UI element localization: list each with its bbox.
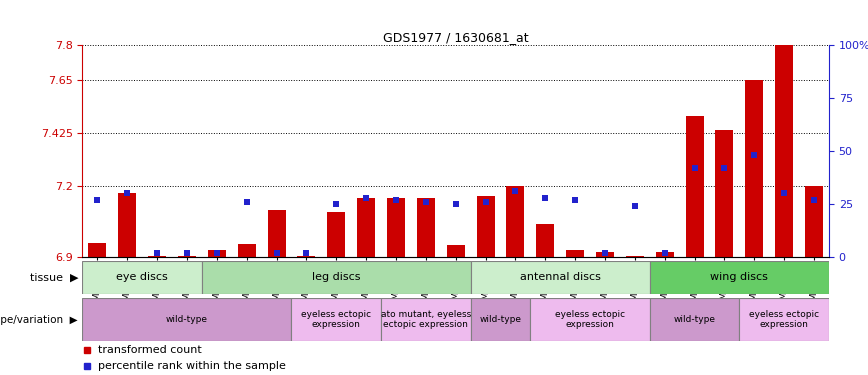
Bar (447, 245, 464, 257)
Bar (470, 261, 650, 294)
Text: ato mutant, eyeless
ectopic expression: ato mutant, eyeless ectopic expression (381, 310, 471, 329)
Text: wild-type: wild-type (479, 315, 522, 324)
Bar (298, 256, 315, 257)
Bar (82, 298, 292, 341)
Bar (655, 252, 674, 257)
Bar (178, 256, 196, 257)
Bar (650, 261, 829, 294)
Text: antennal discs: antennal discs (520, 273, 601, 282)
Bar (357, 198, 375, 257)
Bar (89, 243, 107, 257)
Bar (82, 261, 202, 294)
Text: wing discs: wing discs (710, 273, 768, 282)
Bar (566, 250, 584, 257)
Bar (650, 298, 740, 341)
Text: tissue  ▶: tissue ▶ (30, 273, 78, 282)
Bar (381, 298, 470, 341)
Bar (536, 224, 555, 257)
Text: percentile rank within the sample: percentile rank within the sample (97, 361, 286, 370)
Bar (715, 130, 733, 257)
Bar (238, 244, 256, 257)
Bar (746, 80, 763, 257)
Bar (417, 198, 435, 257)
Bar (530, 298, 650, 341)
Bar (506, 186, 524, 257)
Bar (118, 194, 136, 257)
Bar (267, 210, 286, 257)
Text: leg discs: leg discs (312, 273, 360, 282)
Bar (596, 252, 614, 257)
Bar (686, 116, 704, 257)
Bar (292, 298, 381, 341)
Text: eye discs: eye discs (116, 273, 168, 282)
Bar (148, 256, 166, 257)
Bar (740, 298, 829, 341)
Text: eyeless ectopic
expression: eyeless ectopic expression (555, 310, 625, 329)
Bar (387, 198, 405, 257)
Bar (775, 45, 793, 257)
Bar (470, 298, 530, 341)
Bar (805, 186, 823, 257)
Text: eyeless ectopic
expression: eyeless ectopic expression (301, 310, 372, 329)
Text: transformed count: transformed count (97, 345, 201, 355)
Bar (207, 250, 226, 257)
Text: eyeless ectopic
expression: eyeless ectopic expression (749, 310, 819, 329)
Text: wild-type: wild-type (166, 315, 208, 324)
Bar (626, 256, 644, 257)
Text: genotype/variation  ▶: genotype/variation ▶ (0, 315, 78, 325)
Bar (477, 196, 495, 257)
Bar (327, 212, 345, 257)
Bar (202, 261, 470, 294)
Title: GDS1977 / 1630681_at: GDS1977 / 1630681_at (383, 31, 529, 44)
Text: wild-type: wild-type (674, 315, 715, 324)
